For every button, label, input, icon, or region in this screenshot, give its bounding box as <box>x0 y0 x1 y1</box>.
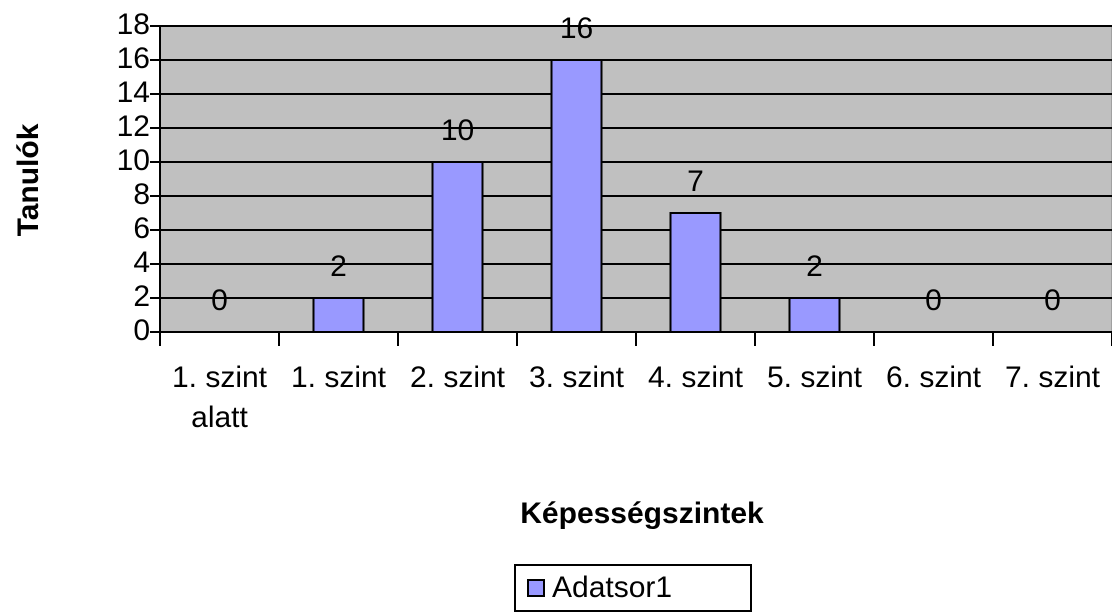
y-tick-label: 6 <box>133 212 150 245</box>
data-label: 0 <box>1044 284 1061 317</box>
data-label: 2 <box>806 250 823 283</box>
data-label: 7 <box>687 165 704 198</box>
legend-box <box>514 564 752 612</box>
x-tick-label: 1. szint alatt <box>171 361 268 434</box>
bar <box>550 59 603 333</box>
data-label: 2 <box>330 250 347 283</box>
x-tick-label: 1. szint <box>290 361 387 394</box>
x-tick-label: 5. szint <box>766 361 863 394</box>
data-label: 16 <box>560 12 593 45</box>
x-tick-label: 4. szint <box>647 361 744 394</box>
x-tick-label: 3. szint <box>528 361 625 394</box>
x-tick-label: 7. szint <box>1004 361 1101 394</box>
y-tick-label: 14 <box>117 76 150 109</box>
y-tick-label: 8 <box>133 178 150 211</box>
data-label: 0 <box>925 284 942 317</box>
x-tick-label: 6. szint <box>885 361 982 394</box>
y-tick-label: 18 <box>117 8 150 41</box>
y-tick-label: 4 <box>133 246 150 279</box>
bar <box>788 297 841 333</box>
y-tick-label: 16 <box>117 42 150 75</box>
bar <box>669 212 722 333</box>
bar <box>431 161 484 333</box>
plot-area <box>159 25 1112 333</box>
data-label: 0 <box>211 284 228 317</box>
bar <box>312 297 365 333</box>
legend-swatch <box>527 579 545 597</box>
y-axis-title: Tanulók <box>12 123 45 236</box>
y-tick-label: 0 <box>133 314 150 347</box>
x-tick-label: 2. szint <box>409 361 506 394</box>
y-tick-label: 10 <box>117 144 150 177</box>
legend-label: Adatsor1 <box>552 571 672 604</box>
y-tick-label: 12 <box>117 110 150 143</box>
x-axis-title: Képességszintek <box>520 497 764 530</box>
y-tick-label: 2 <box>133 280 150 313</box>
data-label: 10 <box>441 114 474 147</box>
